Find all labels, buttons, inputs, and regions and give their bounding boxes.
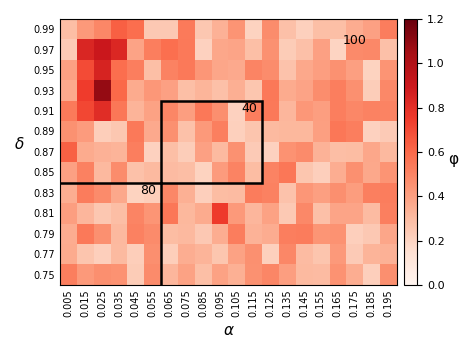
Text: 100: 100 [342,34,366,47]
Text: 80: 80 [140,184,156,197]
Y-axis label: δ: δ [15,137,24,152]
Text: 40: 40 [241,102,257,115]
Bar [161,101,262,183]
Y-axis label: φ: φ [448,152,458,167]
X-axis label: α: α [223,323,233,338]
